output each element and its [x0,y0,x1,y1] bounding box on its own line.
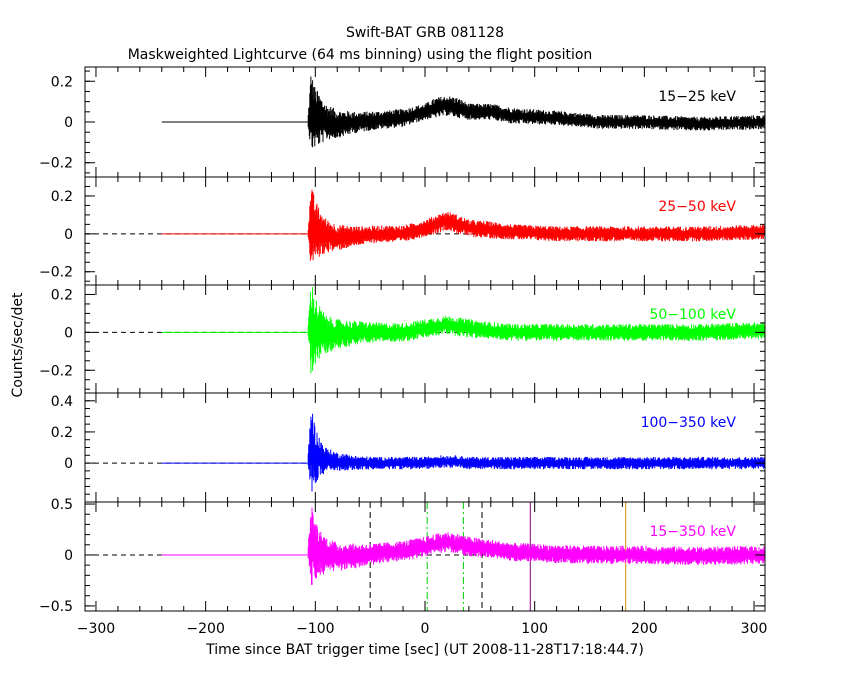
chart-title: Swift-BAT GRB 081128 [346,25,504,41]
y-tick-label: −0.2 [39,363,73,379]
lightcurve-series [307,287,766,374]
y-tick-label: 0.5 [51,497,73,513]
x-tick-label: −100 [296,621,334,637]
x-axis-ticklabels: −300 −200 −100 0 100 200 300 [77,621,768,637]
y-tick-label: −0.2 [39,265,73,281]
lightcurve-series [307,76,766,148]
y-tick-label: 0 [64,325,73,341]
lightcurve-series [307,189,766,261]
energy-band-label: 15−25 keV [658,89,736,105]
panel-4: 0 0.2 0.4 100−350 keV [51,392,766,503]
x-tick-label: −200 [186,621,224,637]
panel-2: −0.2 0 0.2 25−50 keV [39,176,766,286]
y-axis-label: Counts/sec/det [10,292,26,397]
energy-band-label: 25−50 keV [658,199,736,215]
panel-5: −0.5 0 0.5 15−350 keV [39,497,766,615]
panels-group: −0.200.215−25 keV−0.200.225−50 keV−0.200… [39,66,768,637]
x-tick-label: 200 [631,621,658,637]
lightcurve-series [307,507,766,585]
x-tick-label: 100 [521,621,548,637]
y-tick-label: −0.2 [39,156,73,172]
x-tick-label: −300 [77,621,115,637]
y-tick-label: −0.5 [39,599,73,615]
x-tick-label: 0 [421,621,430,637]
y-tick-label: 0 [64,115,73,131]
y-tick-label: 0.4 [51,394,73,410]
y-tick-label: 0 [64,548,73,564]
x-tick-label: 300 [741,621,768,637]
lightcurve-series [307,413,766,492]
y-tick-label: 0.2 [51,425,73,441]
energy-band-label: 100−350 keV [641,415,737,431]
y-tick-label: 0 [64,227,73,243]
y-tick-label: 0.2 [51,74,73,90]
x-axis-label: Time since BAT trigger time [sec] (UT 20… [205,642,644,658]
y-tick-label: 0 [64,456,73,472]
y-tick-label: 0.2 [51,189,73,205]
energy-band-label: 15−350 keV [649,524,736,540]
panel-frame [84,392,766,503]
y-tick-label: 0.2 [51,287,73,303]
chart-subtitle: Maskweighted Lightcurve (64 ms binning) … [128,47,593,63]
panel-3: −0.2 0 0.2 50−100 keV [39,284,766,394]
panel-1: −0.2 0 0.2 15−25 keV [39,66,766,178]
energy-band-label: 50−100 keV [649,307,736,323]
